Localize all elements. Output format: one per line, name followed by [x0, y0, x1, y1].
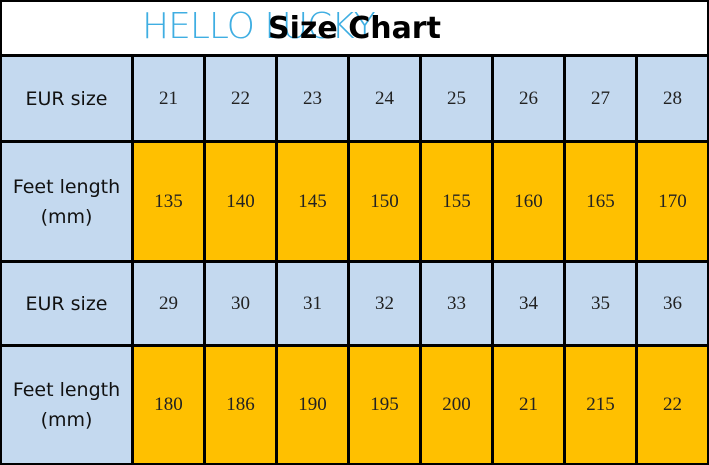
size-cell: 165 [566, 143, 635, 260]
size-cell: 30 [206, 263, 275, 344]
label-line: EUR size [25, 87, 108, 110]
size-cell: 25 [422, 57, 491, 140]
cell-value: 26 [519, 87, 538, 109]
cell-value: 21 [519, 394, 538, 415]
row-label: EUR size [2, 57, 131, 140]
size-cell: 28 [638, 57, 707, 140]
size-cell: 27 [566, 57, 635, 140]
cell-value: 150 [370, 190, 399, 212]
size-cell: 200 [422, 347, 491, 463]
cell-value: 22 [231, 87, 250, 109]
row-label: EUR size [2, 263, 131, 344]
cell-value: 190 [298, 394, 327, 415]
label-line: (mm) [40, 205, 93, 228]
cell-value: 145 [298, 190, 327, 212]
cell-value: 31 [303, 292, 322, 314]
cell-value: 155 [442, 190, 471, 212]
size-cell: 23 [278, 57, 347, 140]
cell-value: 160 [514, 190, 543, 212]
size-cell: 35 [566, 263, 635, 344]
size-cell: 135 [134, 143, 203, 260]
title: Size Chart [268, 10, 441, 46]
cell-value: 33 [447, 292, 466, 314]
cell-value: 140 [226, 190, 255, 212]
cell-value: 135 [154, 190, 183, 212]
size-cell: 145 [278, 143, 347, 260]
size-cell: 22 [638, 347, 707, 463]
size-cell: 31 [278, 263, 347, 344]
cell-value: 186 [226, 394, 255, 415]
cell-value: 30 [231, 292, 250, 314]
label-line: (mm) [40, 409, 93, 431]
label-line: EUR size [25, 292, 108, 315]
cell-value: 24 [375, 87, 394, 109]
size-cell: 150 [350, 143, 419, 260]
size-cell: 186 [206, 347, 275, 463]
cell-value: 35 [591, 292, 610, 314]
size-cell: 170 [638, 143, 707, 260]
watermark: HELLO LUCKY [142, 6, 376, 47]
title-bar: HELLO LUCKY Size Chart [2, 2, 707, 54]
size-cell: 160 [494, 143, 563, 260]
row-label: Feet length (mm) [2, 143, 131, 260]
cell-value: 22 [663, 394, 682, 415]
size-cell: 180 [134, 347, 203, 463]
cell-value: 170 [658, 190, 687, 212]
size-cell: 215 [566, 347, 635, 463]
row-label: Feet length (mm) [2, 347, 131, 463]
cell-value: 34 [519, 292, 538, 314]
cell-value: 180 [154, 394, 183, 415]
size-cell: 195 [350, 347, 419, 463]
cell-value: 215 [586, 394, 615, 415]
size-cell: 155 [422, 143, 491, 260]
label-line: Feet length [12, 379, 121, 401]
cell-value: 165 [586, 190, 615, 212]
size-cell: 22 [206, 57, 275, 140]
size-cell: 140 [206, 143, 275, 260]
cell-value: 200 [442, 394, 471, 415]
cell-value: 21 [159, 87, 178, 109]
cell-value: 27 [591, 87, 610, 109]
cell-value: 32 [375, 292, 394, 314]
size-cell: 24 [350, 57, 419, 140]
cell-value: 28 [663, 87, 682, 109]
cell-value: 195 [370, 394, 399, 415]
cell-value: 25 [447, 87, 466, 109]
size-cell: 34 [494, 263, 563, 344]
size-cell: 26 [494, 57, 563, 140]
cell-value: 23 [303, 87, 322, 109]
label-line: Feet length [12, 175, 121, 198]
size-cell: 32 [350, 263, 419, 344]
size-cell: 190 [278, 347, 347, 463]
size-cell: 33 [422, 263, 491, 344]
size-cell: 21 [134, 57, 203, 140]
cell-value: 29 [159, 292, 178, 314]
cell-value: 36 [663, 292, 682, 314]
size-cell: 29 [134, 263, 203, 344]
size-cell: 36 [638, 263, 707, 344]
size-cell: 21 [494, 347, 563, 463]
